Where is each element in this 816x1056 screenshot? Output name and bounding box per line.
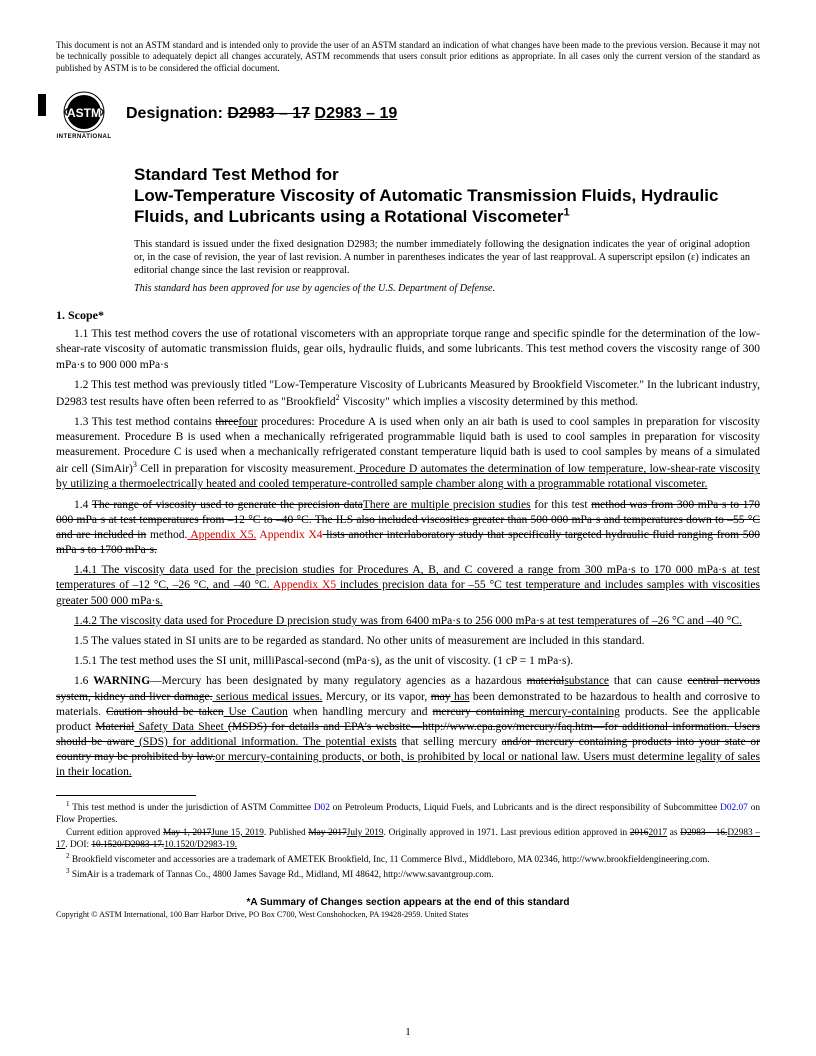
copyright-line: Copyright © ASTM International, 100 Barr… xyxy=(56,910,760,919)
footnote-2: 2 Brookfield viscometer and accessories … xyxy=(56,852,760,866)
issuance-note: This standard is issued under the fixed … xyxy=(134,238,750,278)
para-1-4-2: 1.4.2 The viscosity data used for Proced… xyxy=(56,614,760,629)
footnote-1-line2: Current edition approved May 1, 2017June… xyxy=(56,827,760,851)
para-1-6-warning: 1.6 WARNING—Mercury has been designated … xyxy=(56,674,760,780)
para-1-2: 1.2 This test method was previously titl… xyxy=(56,378,760,410)
dod-approval-note: This standard has been approved for use … xyxy=(134,283,750,294)
footnote-rule xyxy=(56,795,196,796)
standard-title: Standard Test Method for Low-Temperature… xyxy=(134,164,750,228)
old-designation: D2983 – 17 xyxy=(227,105,310,122)
svg-text:INTERNATIONAL: INTERNATIONAL xyxy=(56,134,111,140)
para-1-5-1: 1.5.1 The test method uses the SI unit, … xyxy=(56,654,760,669)
para-1-4: 1.4 The range of viscosity used to gener… xyxy=(56,498,760,559)
footnote-1: 1 This test method is under the jurisdic… xyxy=(56,800,760,826)
footnote-3: 3 SimAir is a trademark of Tannas Co., 4… xyxy=(56,867,760,881)
astm-logo: ASTM INTERNATIONAL xyxy=(56,88,112,140)
svg-text:ASTM: ASTM xyxy=(67,106,101,120)
change-bar xyxy=(38,94,46,116)
para-1-3: 1.3 This test method contains threefour … xyxy=(56,415,760,493)
page-number: 1 xyxy=(0,1026,816,1038)
designation-header: ASTM INTERNATIONAL Designation: D2983 – … xyxy=(56,88,760,140)
scope-heading: 1. Scope* xyxy=(56,308,760,323)
para-1-4-1: 1.4.1 The viscosity data used for the pr… xyxy=(56,563,760,609)
para-1-5: 1.5 The values stated in SI units are to… xyxy=(56,634,760,649)
para-1-1: 1.1 This test method covers the use of r… xyxy=(56,327,760,373)
designation-line: Designation: D2983 – 17 D2983 – 19 xyxy=(126,105,397,123)
new-designation: D2983 – 19 xyxy=(315,105,398,122)
disclaimer-text: This document is not an ASTM standard an… xyxy=(56,40,760,74)
summary-changes-note: *A Summary of Changes section appears at… xyxy=(56,897,760,908)
